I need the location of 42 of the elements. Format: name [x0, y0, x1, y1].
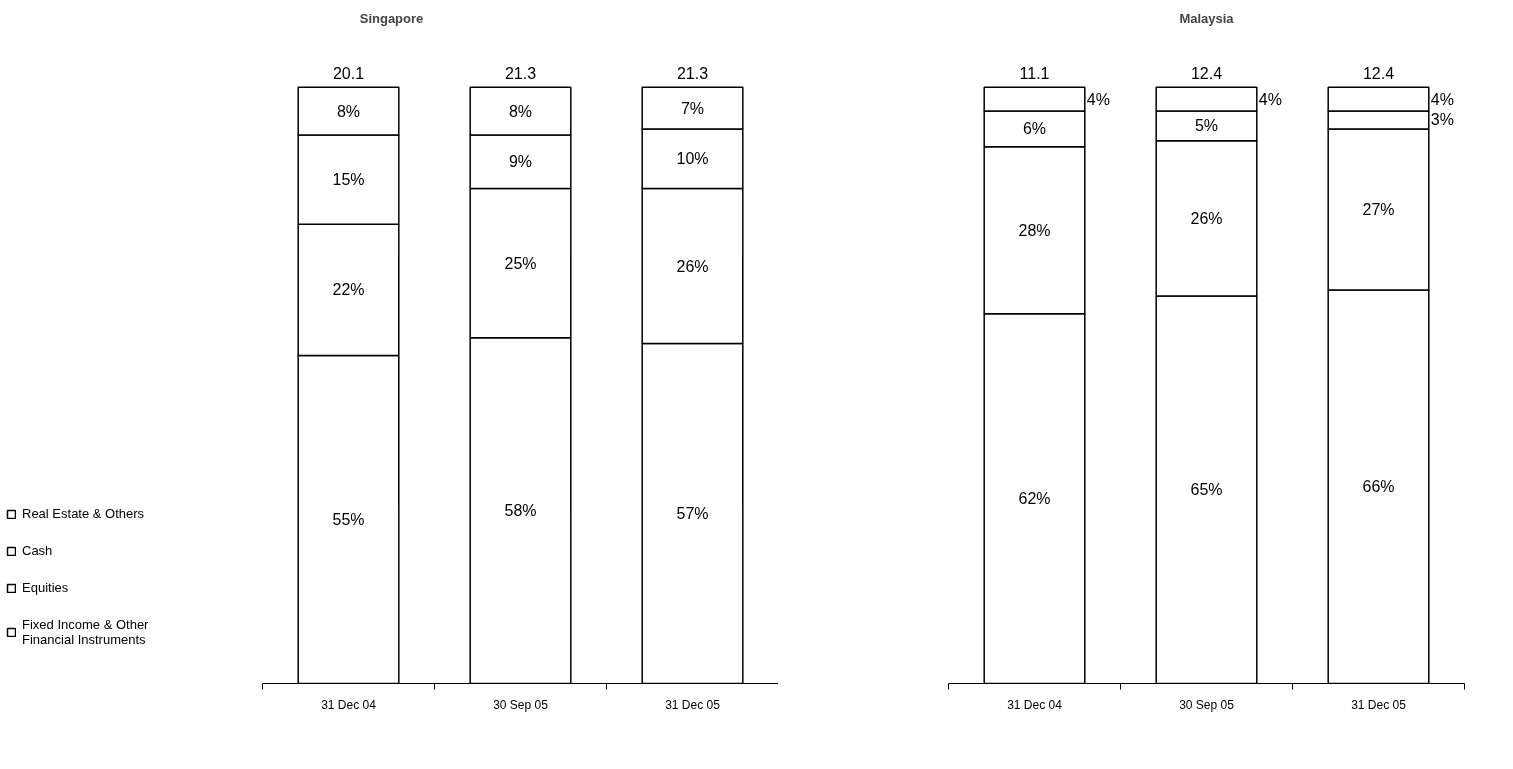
data-label: 8% [336, 102, 361, 120]
data-label: 7% [680, 99, 705, 117]
data-label: 8% [508, 102, 533, 120]
data-label: 26% [676, 257, 709, 275]
data-label: 6% [1022, 120, 1047, 138]
x-tick-label: 30 Sep 05 [1179, 697, 1235, 712]
data-label: 55% [332, 511, 365, 529]
data-label: 27% [1362, 200, 1395, 218]
data-label: 15% [332, 171, 365, 189]
data-label: 10% [676, 150, 709, 168]
data-label: 5% [1194, 117, 1219, 135]
data-label: 4% [1086, 90, 1110, 108]
data-label: 65% [1190, 481, 1223, 499]
data-label: 9% [508, 153, 533, 171]
data-label: 22% [332, 281, 365, 299]
chart-title: Singapore [359, 10, 424, 26]
x-tick-label: 31 Dec 04 [321, 697, 377, 712]
annotation: 21.3 [676, 65, 709, 83]
legend-label: Equities [22, 580, 69, 595]
data-label: 26% [1190, 209, 1223, 227]
legend-label: Real Estate & Others [22, 506, 145, 521]
annotation: 12.4 [1362, 65, 1395, 83]
data-label: 62% [1018, 490, 1051, 508]
x-tick-label: 31 Dec 05 [1351, 697, 1407, 712]
data-label: 28% [1018, 221, 1051, 239]
data-label: 66% [1362, 478, 1395, 496]
legend-label: Fixed Income & Other Financial Instruments [22, 617, 149, 647]
annotation: 20.1 [332, 65, 365, 83]
data-label: 58% [504, 502, 537, 520]
data-label: 4% [1258, 90, 1282, 108]
data-label: 3% [1430, 111, 1454, 129]
x-tick-label: 30 Sep 05 [493, 697, 549, 712]
x-tick-label: 31 Dec 05 [665, 697, 721, 712]
chart-title: Malaysia [1179, 10, 1235, 26]
data-label: 57% [676, 505, 709, 523]
x-tick-label: 31 Dec 04 [1007, 697, 1063, 712]
annotation: 11.1 [1019, 65, 1050, 83]
annotation: 12.4 [1190, 65, 1223, 83]
data-label: 4% [1430, 90, 1454, 108]
legend-label: Cash [22, 543, 53, 558]
annotation: 21.3 [504, 65, 537, 83]
data-label: 25% [504, 254, 537, 272]
